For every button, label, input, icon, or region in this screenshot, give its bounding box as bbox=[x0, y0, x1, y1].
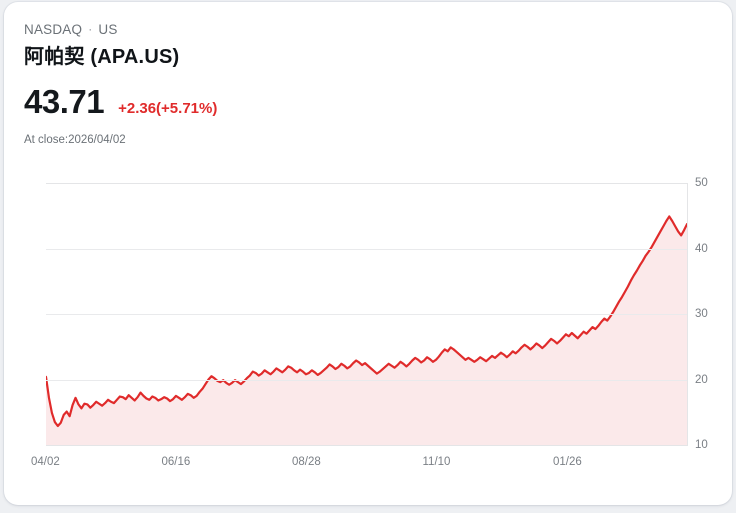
price-series bbox=[46, 215, 687, 445]
y-tick-label: 10 bbox=[695, 439, 708, 451]
price-chart[interactable]: 50 40 30 20 10 04/02 06/16 08/28 11/10 01/26 bbox=[4, 167, 732, 487]
y-tick-label: 40 bbox=[695, 242, 708, 255]
chart-right-axis-line bbox=[687, 183, 688, 446]
x-tick-label: 01/26 bbox=[553, 456, 582, 468]
gridline-50 bbox=[46, 183, 687, 184]
chart-plot-area[interactable] bbox=[46, 183, 687, 446]
price-change: +2.36(+5.71%) bbox=[118, 100, 218, 117]
gridline-40 bbox=[46, 248, 687, 250]
x-tick-label: 08/28 bbox=[292, 456, 321, 468]
gridline-20 bbox=[46, 379, 687, 381]
exchange-label: NASDAQ bbox=[24, 22, 83, 37]
quote-header: NASDAQ · US 阿帕契 (APA.US) 43.71 +2.36(+5.71… bbox=[24, 20, 624, 148]
y-tick-label: 30 bbox=[695, 308, 708, 320]
exchange-region-row: NASDAQ · US bbox=[24, 20, 624, 39]
separator-dot: · bbox=[88, 22, 93, 36]
price-row: 43.71 +2.36(+5.71%) bbox=[24, 84, 624, 120]
page-title: 阿帕契 (APA.US) bbox=[24, 46, 180, 68]
series-line bbox=[46, 215, 687, 428]
close-timestamp: At close:2026/04/02 bbox=[24, 134, 126, 146]
gridline-10 bbox=[46, 445, 687, 446]
series-area-fill bbox=[46, 216, 687, 445]
y-tick-label: 20 bbox=[695, 373, 708, 386]
x-tick-label: 11/10 bbox=[422, 456, 451, 468]
y-tick-label: 50 bbox=[695, 177, 708, 189]
last-price: 43.71 bbox=[24, 83, 105, 120]
x-tick-label: 04/02 bbox=[31, 456, 60, 468]
stock-quote-card: NASDAQ · US 阿帕契 (APA.US) 43.71 +2.36(+5.71… bbox=[4, 2, 732, 505]
x-tick-label: 06/16 bbox=[161, 456, 191, 468]
gridline-30 bbox=[46, 314, 687, 315]
region-label: US bbox=[98, 22, 118, 37]
